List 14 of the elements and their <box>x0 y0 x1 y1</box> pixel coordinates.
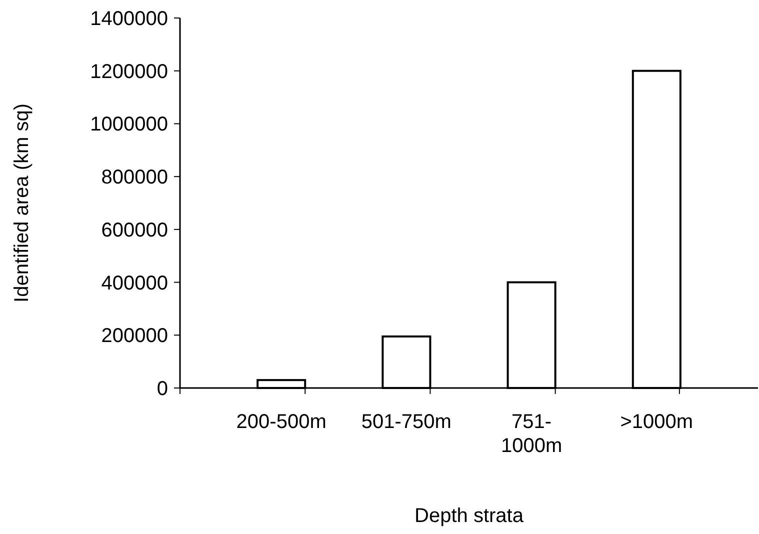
y-tick-label: 800000 <box>101 166 168 189</box>
x-tick-label: 200-500m <box>236 411 326 433</box>
y-tick-label: 1000000 <box>90 114 168 136</box>
y-tick-label: 0 <box>156 378 168 400</box>
y-tick-label: 1200000 <box>90 60 168 83</box>
y-tick-label: 600000 <box>101 219 168 242</box>
y-tick-label: 400000 <box>101 272 168 294</box>
x-tick-label: 501-750m <box>361 411 452 433</box>
y-tick-label: 1400000 <box>90 8 168 30</box>
x-tick-label: >1000m <box>620 411 694 433</box>
x-tick-label: 751-1000m <box>500 411 562 457</box>
x-axis-title: Depth strata <box>414 505 524 527</box>
y-tick-label: 200000 <box>101 325 168 348</box>
y-axis-title: Identified area (km sq) <box>11 104 33 302</box>
